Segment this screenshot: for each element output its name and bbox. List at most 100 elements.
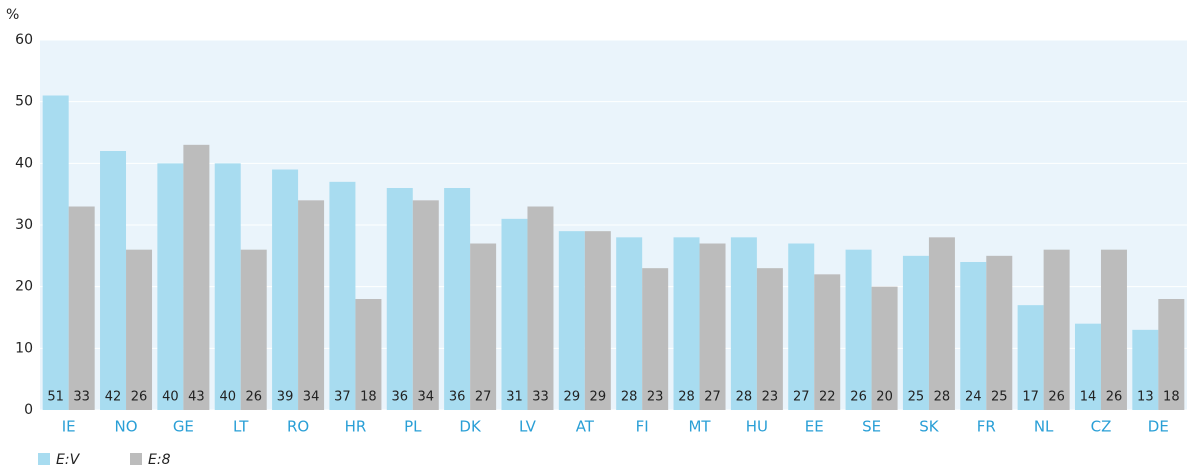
data-label: 23 — [762, 390, 779, 405]
bar — [126, 249, 153, 410]
x-tick-label: NL — [1034, 418, 1054, 436]
data-label: 28 — [621, 390, 638, 405]
x-tick-label: MT — [688, 418, 711, 436]
bar — [584, 231, 611, 410]
y-tick-label: 20 — [15, 279, 33, 295]
data-label: 26 — [131, 390, 148, 405]
bar — [1158, 299, 1185, 410]
bar — [642, 268, 669, 410]
y-tick-label: 50 — [15, 94, 33, 110]
legend-label: E:V — [56, 452, 81, 468]
data-label: 26 — [1048, 390, 1065, 405]
data-label: 33 — [532, 390, 549, 405]
x-tick-label: SK — [919, 418, 940, 436]
x-tick-label: HR — [345, 418, 367, 436]
bar — [501, 218, 528, 410]
bar — [157, 163, 184, 410]
bar — [183, 144, 210, 411]
x-tick-label: LV — [519, 418, 537, 436]
data-label: 20 — [876, 390, 893, 405]
bar — [100, 151, 127, 410]
x-tick-label: AT — [576, 418, 595, 436]
bar — [1043, 249, 1070, 410]
y-tick-label: 40 — [15, 155, 33, 171]
bar — [470, 243, 497, 410]
data-label: 18 — [1163, 390, 1180, 405]
data-label: 27 — [475, 390, 492, 405]
data-label: 33 — [73, 390, 90, 405]
bar — [412, 200, 439, 410]
x-tick-label: SE — [862, 418, 881, 436]
bar — [298, 200, 325, 410]
x-tick-label: NO — [115, 418, 138, 436]
bar — [902, 255, 929, 410]
bar — [1017, 305, 1044, 410]
data-label: 31 — [506, 390, 523, 405]
data-label: 23 — [647, 390, 664, 405]
data-label: 17 — [1022, 390, 1039, 405]
data-label: 37 — [334, 390, 351, 405]
data-label: 40 — [219, 390, 236, 405]
bar — [845, 249, 872, 410]
bar — [272, 169, 299, 410]
bar — [960, 262, 987, 410]
data-label: 36 — [392, 390, 409, 405]
bar — [527, 206, 554, 410]
y-axis-label: % — [6, 7, 19, 23]
x-tick-label: EE — [805, 418, 824, 436]
x-tick-label: IE — [62, 418, 76, 436]
bar — [1074, 323, 1101, 410]
bar — [986, 255, 1013, 410]
data-label: 36 — [449, 390, 466, 405]
bar — [1132, 329, 1159, 410]
x-tick-label: PL — [404, 418, 422, 436]
bar — [42, 95, 69, 410]
bar — [444, 188, 471, 410]
bar — [928, 237, 955, 410]
data-label: 24 — [965, 390, 982, 405]
y-tick-label: 30 — [15, 217, 33, 233]
data-label: 28 — [934, 390, 951, 405]
y-tick-label: 0 — [24, 402, 33, 418]
bar — [616, 237, 643, 410]
data-label: 26 — [1106, 390, 1123, 405]
data-label: 29 — [564, 390, 581, 405]
bar — [68, 206, 95, 410]
y-tick-label: 60 — [15, 32, 33, 48]
x-tick-label: HU — [746, 418, 768, 436]
data-label: 43 — [188, 390, 205, 405]
data-label: 18 — [360, 390, 377, 405]
data-label: 28 — [736, 390, 753, 405]
data-label: 34 — [303, 390, 320, 405]
bar — [1100, 249, 1127, 410]
y-tick-label: 10 — [15, 340, 33, 356]
x-tick-label: FI — [636, 418, 649, 436]
legend-swatch — [130, 453, 142, 465]
x-tick-label: GE — [173, 418, 194, 436]
data-label: 34 — [418, 390, 435, 405]
bar — [673, 237, 700, 410]
data-label: 13 — [1137, 390, 1154, 405]
bar — [558, 231, 585, 410]
legend-swatch — [38, 453, 50, 465]
x-tick-label: CZ — [1091, 418, 1112, 436]
bar — [240, 249, 267, 410]
data-label: 27 — [704, 390, 721, 405]
x-tick-label: LT — [233, 418, 249, 436]
data-label: 22 — [819, 390, 836, 405]
data-label: 26 — [850, 390, 867, 405]
data-label: 51 — [47, 390, 64, 405]
bar — [788, 243, 815, 410]
data-label: 40 — [162, 390, 179, 405]
bar — [355, 299, 382, 410]
data-label: 26 — [245, 390, 262, 405]
bar — [214, 163, 241, 410]
data-label: 29 — [590, 390, 607, 405]
x-tick-label: DE — [1148, 418, 1169, 436]
bar — [730, 237, 757, 410]
bar — [871, 286, 898, 410]
bar — [814, 274, 841, 410]
x-tick-label: DK — [459, 418, 482, 436]
bar — [329, 181, 356, 410]
